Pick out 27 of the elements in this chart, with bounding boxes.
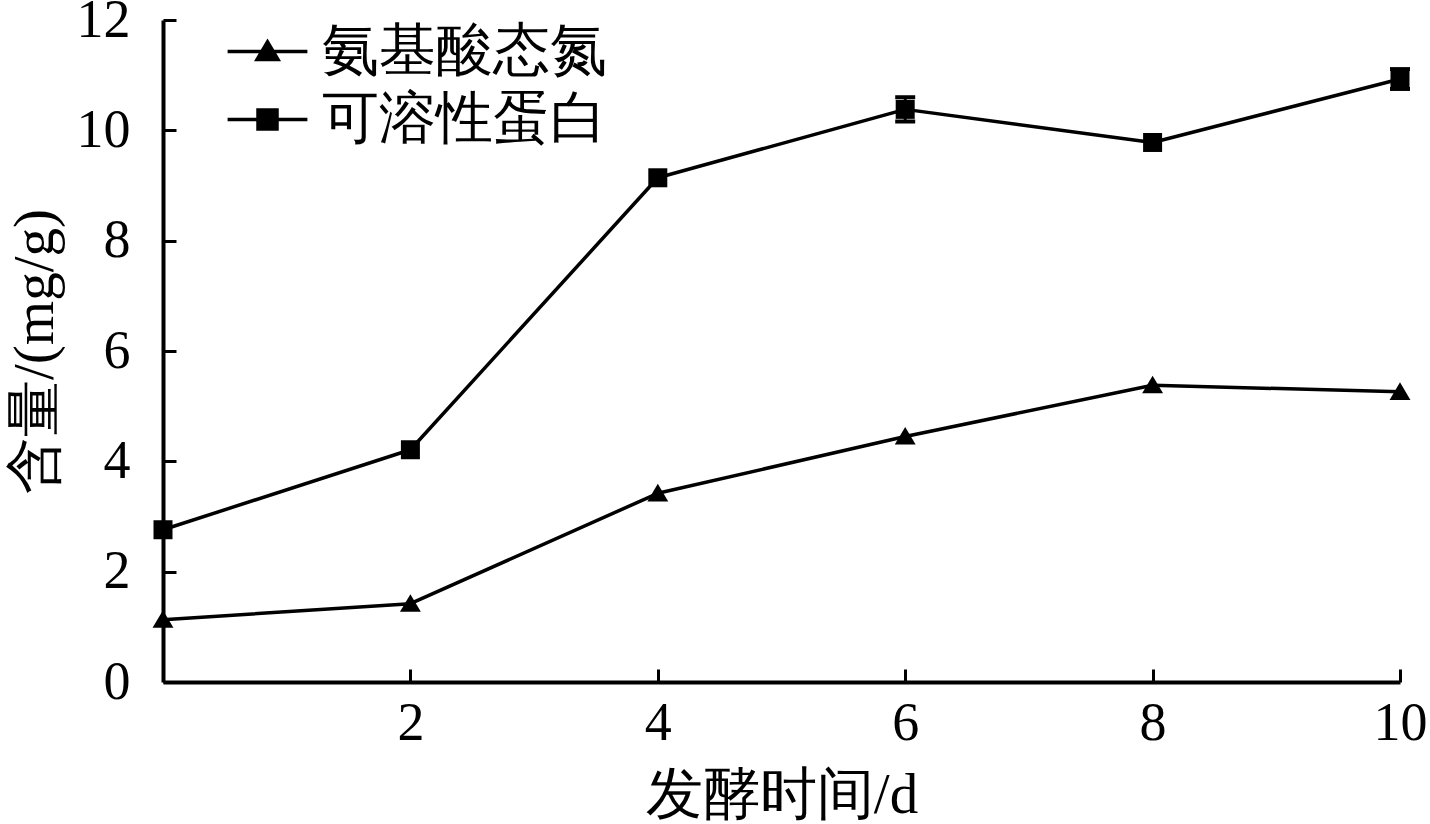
y-axis-title: 含量/(mg/g) (1, 209, 66, 494)
y-tick-label: 6 (103, 319, 131, 380)
point (152, 610, 174, 628)
x-tick-label: 8 (1139, 691, 1167, 752)
x-axis-title: 发酵时间/d (645, 761, 919, 824)
point (399, 594, 421, 612)
y-tick-label: 4 (103, 429, 131, 490)
point (895, 99, 915, 119)
x-tick-label: 10 (1373, 691, 1428, 752)
x-tick-label: 2 (397, 691, 425, 752)
y-tick-label: 0 (103, 650, 131, 711)
point (1389, 382, 1411, 400)
point (1142, 375, 1164, 394)
y-tick-label: 8 (103, 209, 131, 270)
y-tick-label: 2 (103, 540, 131, 601)
x-tick-label: 4 (644, 691, 672, 752)
point (1143, 132, 1163, 152)
legend-label: 氨基酸态氮 (322, 17, 607, 81)
x-tick-label: 6 (892, 691, 920, 752)
point (153, 520, 173, 540)
point (647, 483, 669, 502)
point (648, 168, 668, 188)
y-tick-label: 12 (76, 0, 131, 49)
legend-label: 可溶性蛋白 (322, 85, 607, 149)
y-tick-label: 10 (76, 98, 131, 159)
point (400, 440, 420, 460)
point (894, 427, 916, 445)
